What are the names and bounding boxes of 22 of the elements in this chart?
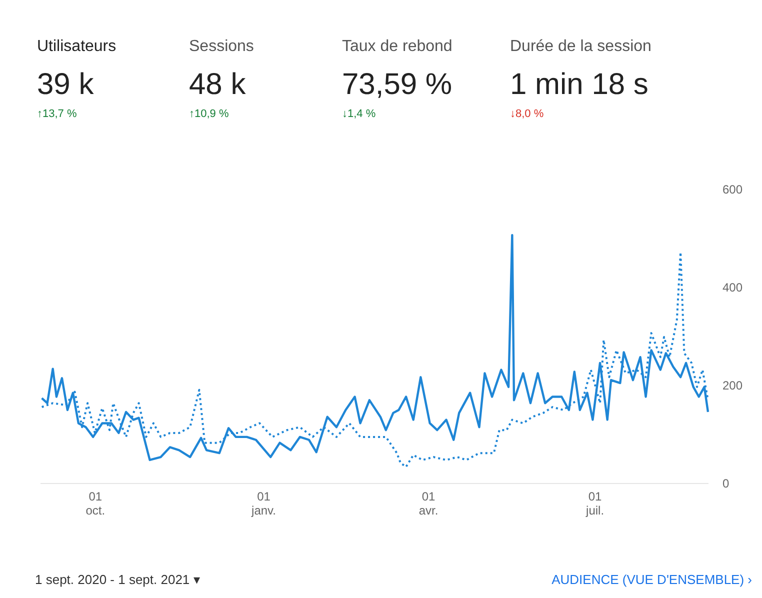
text: ↓8,0 %: [510, 108, 544, 120]
text: Durée de la session: [510, 38, 652, 55]
x-tick-label: 01 juil.: [585, 490, 604, 518]
text: Taux de rebond: [342, 38, 452, 55]
text: ↑10,9 %: [189, 108, 229, 120]
x-tick-label: 01 oct.: [86, 490, 106, 518]
x-tick-label: 01 janv.: [250, 490, 276, 518]
text: Utilisateurs: [37, 38, 116, 55]
text: 1 min 18 s: [510, 68, 648, 101]
text: 39 k: [37, 68, 95, 101]
y-tick-label: 400: [722, 280, 743, 294]
text: 1 sept. 2020 - 1 sept. 2021 ▾: [35, 572, 200, 587]
text: ↑13,7 %: [37, 108, 77, 120]
y-tick-label: 0: [722, 476, 730, 490]
text: 48 k: [189, 68, 247, 101]
text: Sessions: [189, 38, 254, 55]
x-tick-label: 01 avr.: [418, 490, 438, 518]
y-tick-label: 200: [722, 378, 743, 392]
text: AUDIENCE (VUE D'ENSEMBLE) ›: [552, 572, 752, 587]
text: 73,59 %: [342, 68, 452, 101]
y-tick-label: 600: [722, 182, 743, 196]
text: ↓1,4 %: [342, 108, 376, 120]
